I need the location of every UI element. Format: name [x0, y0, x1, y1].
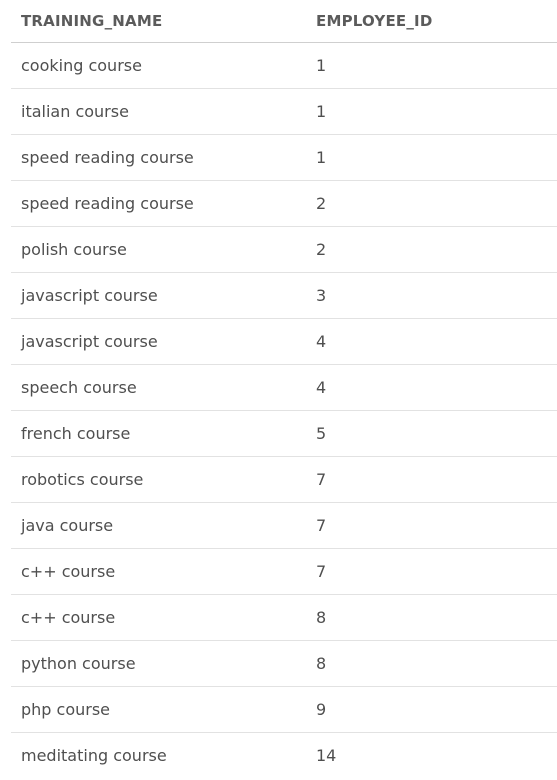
- cell-training-name: robotics course: [21, 470, 144, 489]
- table-header: TRAINING_NAME EMPLOYEE_ID: [11, 0, 557, 43]
- cell-training-name: speed reading course: [21, 194, 194, 213]
- column-header-employee-id[interactable]: EMPLOYEE_ID: [316, 12, 433, 30]
- cell-employee-id: 7: [316, 470, 327, 489]
- cell-employee-id: 2: [316, 240, 327, 259]
- cell-employee-id: 7: [316, 562, 327, 581]
- cell-employee-id: 4: [316, 332, 327, 351]
- cell-training-name: java course: [21, 516, 114, 535]
- cell-employee-id: 1: [316, 56, 327, 75]
- cell-training-name: cooking course: [21, 56, 142, 75]
- table-row: speed reading course 1: [11, 135, 557, 181]
- table-row: java course 7: [11, 503, 557, 549]
- table-row: polish course 2: [11, 227, 557, 273]
- table-row: javascript course 4: [11, 319, 557, 365]
- table-row: robotics course 7: [11, 457, 557, 503]
- cell-training-name: c++ course: [21, 608, 116, 627]
- cell-employee-id: 2: [316, 194, 327, 213]
- cell-employee-id: 9: [316, 700, 327, 719]
- cell-training-name: php course: [21, 700, 111, 719]
- cell-training-name: italian course: [21, 102, 129, 121]
- cell-employee-id: 1: [316, 148, 327, 167]
- cell-employee-id: 8: [316, 654, 327, 673]
- cell-employee-id: 14: [316, 746, 337, 765]
- table-row: c++ course 7: [11, 549, 557, 595]
- table-row: php course 9: [11, 687, 557, 733]
- cell-employee-id: 7: [316, 516, 327, 535]
- cell-training-name: speech course: [21, 378, 137, 397]
- column-header-training-name[interactable]: TRAINING_NAME: [21, 12, 163, 30]
- cell-training-name: meditating course: [21, 746, 167, 765]
- cell-training-name: french course: [21, 424, 131, 443]
- cell-training-name: c++ course: [21, 562, 116, 581]
- table-row: cooking course 1: [11, 43, 557, 89]
- table-row: javascript course 3: [11, 273, 557, 319]
- cell-employee-id: 5: [316, 424, 327, 443]
- cell-training-name: speed reading course: [21, 148, 194, 167]
- cell-employee-id: 1: [316, 102, 327, 121]
- table-row: french course 5: [11, 411, 557, 457]
- cell-employee-id: 8: [316, 608, 327, 627]
- table-row: speed reading course 2: [11, 181, 557, 227]
- table-row: meditating course 14: [11, 733, 557, 778]
- table-body: cooking course 1 italian course 1 speed read…: [11, 43, 557, 778]
- table-row: python course 8: [11, 641, 557, 687]
- result-table: TRAINING_NAME EMPLOYEE_ID cooking course…: [11, 0, 557, 778]
- table-row: c++ course 8: [11, 595, 557, 641]
- cell-training-name: polish course: [21, 240, 127, 259]
- cell-employee-id: 3: [316, 286, 327, 305]
- table-row: speech course 4: [11, 365, 557, 411]
- table-row: italian course 1: [11, 89, 557, 135]
- cell-training-name: javascript course: [21, 286, 158, 305]
- cell-training-name: javascript course: [21, 332, 158, 351]
- cell-employee-id: 4: [316, 378, 327, 397]
- cell-training-name: python course: [21, 654, 136, 673]
